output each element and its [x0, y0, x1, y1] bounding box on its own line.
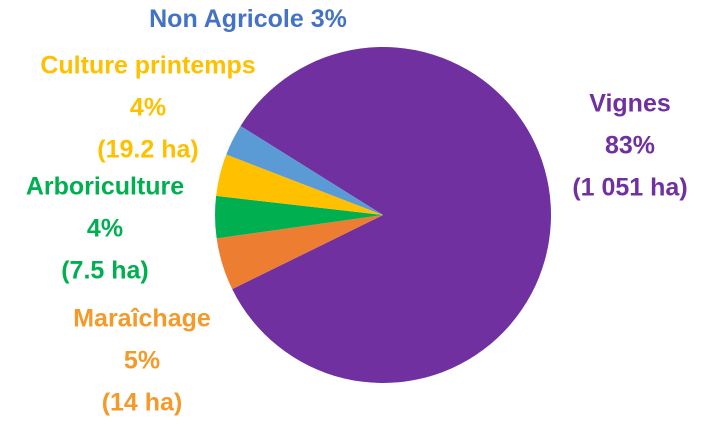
pie-slice: [214, 195, 383, 239]
value-label: 4%: [130, 94, 166, 122]
pie-slice: [226, 125, 383, 215]
area-label: (19.2 ha): [97, 136, 198, 164]
value-label: 3%: [311, 5, 347, 33]
pie-slice: [216, 154, 383, 215]
pie-slice: [232, 46, 552, 383]
value-label: 83%: [605, 132, 655, 160]
pie-slice: [216, 215, 383, 290]
value-label: 5%: [124, 347, 160, 375]
category-label: Culture printemps: [40, 52, 255, 80]
category-label: Arboriculture: [26, 173, 184, 201]
category-label: Vignes: [589, 90, 671, 118]
category-label: Maraîchage: [73, 305, 211, 333]
value-label: 4%: [87, 215, 123, 243]
area-label: (1 051 ha): [572, 174, 687, 202]
area-label: (7.5 ha): [61, 257, 149, 285]
category-label: Non Agricole: [149, 5, 304, 33]
slice-label: Non Agricole 3%: [149, 5, 347, 33]
area-label: (14 ha): [102, 389, 183, 417]
